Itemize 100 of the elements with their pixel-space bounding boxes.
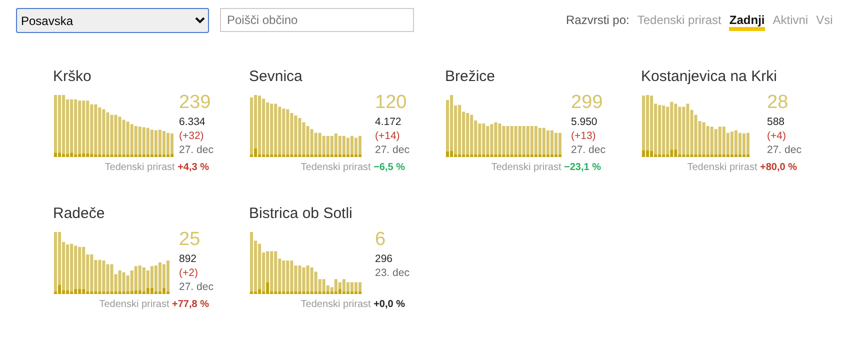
bar (78, 289, 82, 294)
bar (298, 265, 302, 292)
bar (466, 112, 470, 155)
bar (266, 282, 270, 294)
bar (294, 115, 298, 155)
bar (150, 266, 154, 288)
bar (94, 104, 98, 155)
bar (134, 290, 138, 294)
bar (78, 100, 82, 154)
bar (334, 279, 338, 292)
bar (278, 106, 282, 155)
bar (710, 126, 714, 155)
text: Zadnji (729, 13, 765, 31)
text: 239 (179, 92, 211, 114)
bar (58, 284, 62, 294)
text: 23. dec (375, 267, 410, 279)
bar (122, 272, 126, 292)
bar (122, 120, 126, 155)
bar (650, 150, 654, 157)
bar (54, 95, 58, 153)
bar (678, 106, 682, 155)
bar (70, 152, 74, 157)
text: 27. dec (571, 144, 606, 156)
bar (346, 282, 350, 292)
bar (310, 267, 314, 292)
bar (350, 136, 354, 155)
chart-title: Kostanjevica na Krki (641, 68, 777, 85)
text: 6.334 (179, 116, 206, 128)
bar (90, 104, 94, 154)
text: 120 (375, 92, 407, 114)
bar (130, 124, 134, 155)
bar (106, 264, 110, 292)
bar (490, 124, 494, 155)
bar (54, 232, 58, 292)
bar (510, 126, 514, 155)
bar (338, 282, 342, 290)
bar (58, 152, 62, 157)
bar (706, 126, 710, 155)
bar (722, 126, 726, 155)
text: Tedenski prirast (300, 162, 371, 173)
text: 27. dec (179, 144, 214, 156)
bar (270, 104, 274, 155)
chart-title: Radeče (53, 205, 105, 222)
bar (498, 124, 502, 155)
bar (170, 133, 174, 154)
bar (702, 122, 706, 155)
bar (98, 107, 102, 155)
bar (738, 132, 742, 155)
bar (282, 108, 286, 155)
text: 892 (179, 253, 197, 265)
bar (74, 246, 78, 290)
bar (102, 109, 106, 155)
text: Aktivni (772, 13, 808, 27)
text: (+2) (179, 267, 198, 279)
bar (518, 126, 522, 155)
bar (54, 152, 58, 157)
bar (554, 132, 558, 155)
bar (118, 116, 122, 155)
bar (326, 136, 330, 155)
bar (734, 130, 738, 155)
bar (106, 112, 110, 155)
bar (502, 126, 506, 155)
bar (82, 100, 86, 154)
text: 27. dec (375, 144, 410, 156)
bar (650, 96, 654, 151)
bar (146, 288, 150, 294)
text: (+13) (571, 130, 596, 142)
bar (530, 126, 534, 155)
bar (290, 112, 294, 155)
bar (522, 126, 526, 155)
bar (334, 133, 338, 155)
bar (478, 124, 482, 155)
bar (126, 122, 130, 155)
bar (358, 282, 362, 292)
text: +0,0 % (374, 299, 405, 310)
bar (70, 244, 74, 292)
text: Razvrsti po: (566, 13, 630, 27)
bar (302, 267, 306, 292)
text: 5.950 (571, 116, 598, 128)
bar (262, 98, 266, 155)
bar (302, 122, 306, 155)
bar (142, 267, 146, 292)
bar (742, 133, 746, 155)
text: Tedenski prirast (637, 13, 722, 27)
text: 25 (179, 229, 200, 251)
bar (662, 106, 666, 155)
chart-title: Sevnica (249, 68, 302, 85)
bar (250, 232, 254, 292)
text: 588 (767, 116, 785, 128)
bar (134, 266, 138, 290)
text: Tedenski prirast (99, 299, 170, 310)
bar (170, 154, 174, 157)
bar (130, 270, 134, 291)
bar (66, 154, 70, 157)
bar (110, 114, 114, 155)
bar (146, 270, 150, 288)
text: (+14) (375, 130, 400, 142)
bar (314, 272, 318, 292)
bar (306, 265, 310, 292)
bar (82, 289, 86, 294)
